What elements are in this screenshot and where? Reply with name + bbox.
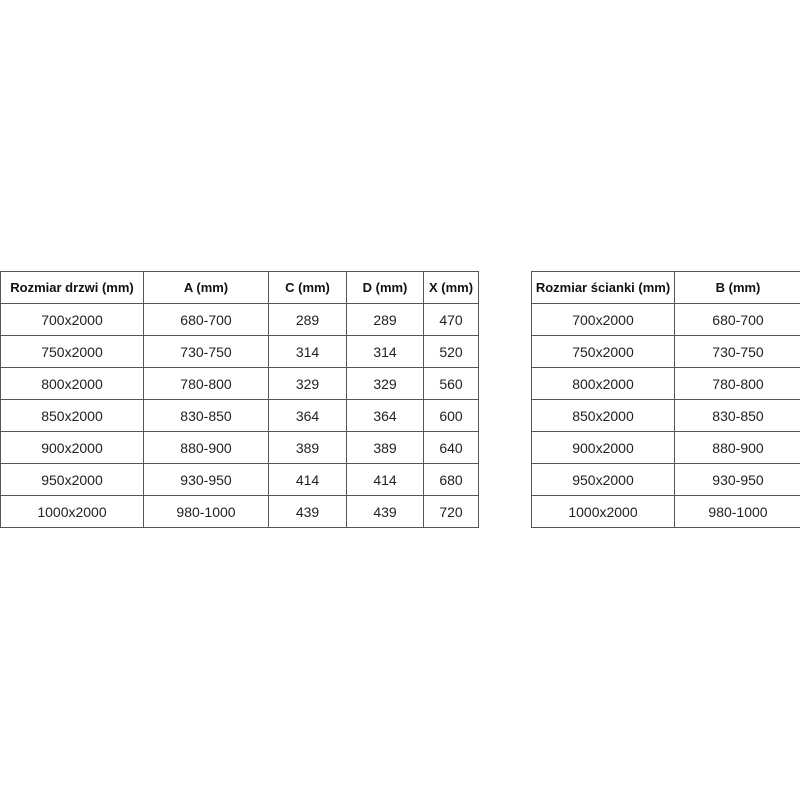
column-header: C (mm): [268, 271, 347, 304]
table-row: 900x2000 880-900: [531, 431, 800, 464]
table-cell: 730-750: [674, 335, 800, 368]
door-size-table: Rozmiar drzwi (mm) A (mm) C (mm) D (mm) X (m…: [0, 271, 479, 528]
header-row: Rozmiar drzwi (mm) A (mm) C (mm) D (mm) X (m…: [0, 271, 479, 304]
column-header: A (mm): [143, 271, 269, 304]
table-cell: 930-950: [143, 463, 269, 496]
table-cell: 364: [346, 399, 424, 432]
table-cell: 600: [423, 399, 479, 432]
table-row: 750x2000 730-750: [531, 335, 800, 368]
table-cell: 700x2000: [531, 303, 675, 336]
table-cell: 750x2000: [0, 335, 144, 368]
header-row: Rozmiar ścianki (mm) B (mm): [531, 271, 800, 304]
table-cell: 680: [423, 463, 479, 496]
column-header: B (mm): [674, 271, 800, 304]
table-cell: 680-700: [674, 303, 800, 336]
table-cell: 700x2000: [0, 303, 144, 336]
table-row: 1000x2000 980-1000 439 439 720: [0, 495, 479, 528]
table-cell: 780-800: [143, 367, 269, 400]
table-row: 800x2000 780-800 329 329 560: [0, 367, 479, 400]
table-cell: 329: [268, 367, 347, 400]
table-cell: 1000x2000: [531, 495, 675, 528]
table-cell: 414: [346, 463, 424, 496]
table-cell: 800x2000: [531, 367, 675, 400]
column-header: D (mm): [346, 271, 424, 304]
table-cell: 520: [423, 335, 479, 368]
table-cell: 830-850: [143, 399, 269, 432]
table-cell: 850x2000: [531, 399, 675, 432]
table-row: 800x2000 780-800: [531, 367, 800, 400]
column-header: Rozmiar ścianki (mm): [531, 271, 675, 304]
table-cell: 900x2000: [0, 431, 144, 464]
table-cell: 900x2000: [531, 431, 675, 464]
table-cell: 389: [346, 431, 424, 464]
table-cell: 830-850: [674, 399, 800, 432]
table-cell: 880-900: [143, 431, 269, 464]
table-row: 950x2000 930-950 414 414 680: [0, 463, 479, 496]
table-row: 750x2000 730-750 314 314 520: [0, 335, 479, 368]
table-cell: 800x2000: [0, 367, 144, 400]
table-row: 700x2000 680-700: [531, 303, 800, 336]
table-cell: 680-700: [143, 303, 269, 336]
table-cell: 980-1000: [674, 495, 800, 528]
table-row: 900x2000 880-900 389 389 640: [0, 431, 479, 464]
column-header: Rozmiar drzwi (mm): [0, 271, 144, 304]
table-cell: 389: [268, 431, 347, 464]
column-header: X (mm): [423, 271, 479, 304]
table-cell: 640: [423, 431, 479, 464]
table-row: 700x2000 680-700 289 289 470: [0, 303, 479, 336]
table-cell: 930-950: [674, 463, 800, 496]
table-cell: 780-800: [674, 367, 800, 400]
table-cell: 470: [423, 303, 479, 336]
table-cell: 289: [268, 303, 347, 336]
table-cell: 730-750: [143, 335, 269, 368]
table-cell: 414: [268, 463, 347, 496]
table-cell: 950x2000: [531, 463, 675, 496]
table-cell: 364: [268, 399, 347, 432]
table-cell: 980-1000: [143, 495, 269, 528]
table-cell: 329: [346, 367, 424, 400]
table-cell: 560: [423, 367, 479, 400]
table-cell: 439: [346, 495, 424, 528]
table-cell: 314: [268, 335, 347, 368]
table-row: 950x2000 930-950: [531, 463, 800, 496]
table-cell: 439: [268, 495, 347, 528]
table-row: 850x2000 830-850: [531, 399, 800, 432]
table-cell: 314: [346, 335, 424, 368]
table-cell: 880-900: [674, 431, 800, 464]
table-cell: 289: [346, 303, 424, 336]
table-row: 850x2000 830-850 364 364 600: [0, 399, 479, 432]
table-cell: 950x2000: [0, 463, 144, 496]
table-cell: 720: [423, 495, 479, 528]
table-cell: 850x2000: [0, 399, 144, 432]
table-cell: 1000x2000: [0, 495, 144, 528]
wall-size-table: Rozmiar ścianki (mm) B (mm) 700x2000 680-70…: [531, 271, 800, 528]
table-cell: 750x2000: [531, 335, 675, 368]
table-row: 1000x2000 980-1000: [531, 495, 800, 528]
